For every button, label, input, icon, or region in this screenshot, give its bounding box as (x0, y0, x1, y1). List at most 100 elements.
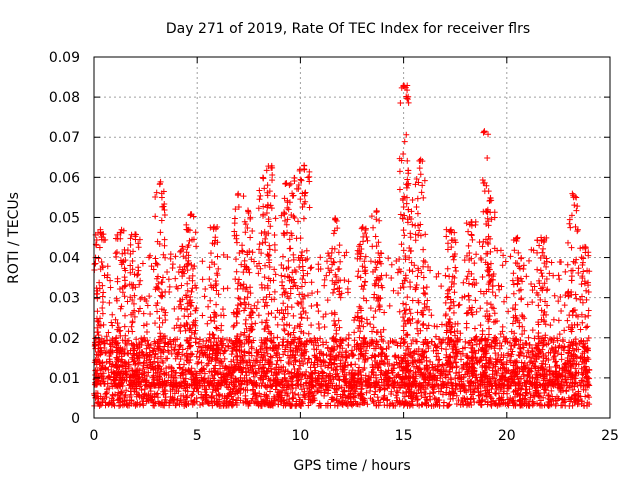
data-point (209, 240, 216, 247)
data-point (282, 346, 289, 353)
data-point (231, 344, 238, 351)
data-point (115, 344, 122, 351)
data-point (226, 337, 233, 344)
data-point (167, 251, 174, 258)
data-point (401, 212, 408, 219)
data-point (440, 402, 447, 409)
data-point (417, 371, 424, 378)
data-point (378, 345, 385, 352)
data-point (402, 382, 409, 389)
data-point (281, 210, 288, 217)
data-point (499, 370, 506, 377)
data-point (286, 199, 293, 206)
data-point (502, 258, 509, 265)
data-point (127, 269, 134, 276)
data-point (401, 393, 408, 400)
data-point (272, 215, 279, 222)
data-point (180, 246, 187, 253)
data-point (159, 381, 166, 388)
data-point (362, 357, 369, 364)
data-point (248, 343, 255, 350)
data-point (208, 317, 215, 324)
data-point (91, 342, 98, 349)
data-point (443, 346, 450, 353)
data-point (184, 287, 191, 294)
data-point (331, 402, 338, 409)
data-point (172, 275, 179, 282)
data-point (161, 306, 168, 313)
data-point (177, 355, 184, 362)
data-point (240, 364, 247, 371)
data-point (152, 286, 159, 293)
data-point (345, 342, 352, 349)
data-point (140, 370, 147, 377)
data-point (257, 265, 264, 272)
data-point (117, 229, 124, 236)
data-point (140, 402, 147, 409)
data-point (241, 299, 248, 306)
data-point (514, 391, 521, 398)
data-point (427, 396, 434, 403)
data-point (406, 402, 413, 409)
data-point (302, 189, 309, 196)
data-point (192, 282, 199, 289)
data-point (237, 374, 244, 381)
data-point (286, 360, 293, 367)
data-point (412, 181, 419, 188)
data-point (548, 387, 555, 394)
data-point (209, 389, 216, 396)
data-point (390, 287, 397, 294)
data-point (282, 378, 289, 385)
data-point (176, 361, 183, 368)
data-point (381, 392, 388, 399)
data-point (388, 274, 395, 281)
data-point (364, 237, 371, 244)
data-point (372, 353, 379, 360)
data-point (431, 323, 438, 330)
data-point (501, 365, 508, 372)
data-point (406, 267, 413, 274)
data-point (129, 266, 136, 273)
data-point (500, 252, 507, 259)
data-point (385, 255, 392, 262)
data-point (329, 277, 336, 284)
data-point (433, 353, 440, 360)
data-point (165, 348, 172, 355)
data-point (280, 351, 287, 358)
data-point (177, 372, 184, 379)
data-point (275, 345, 282, 352)
data-point (183, 226, 190, 233)
data-point (367, 321, 374, 328)
data-point (260, 373, 267, 380)
data-point (420, 375, 427, 382)
data-point (196, 354, 203, 361)
data-point (245, 333, 252, 340)
data-point (179, 369, 186, 376)
data-point (428, 312, 435, 319)
data-point (203, 392, 210, 399)
data-point (421, 374, 428, 381)
data-point (360, 286, 367, 293)
data-point (427, 358, 434, 365)
data-point (236, 250, 243, 257)
data-point (143, 364, 150, 371)
data-point (304, 292, 311, 299)
data-point (250, 370, 257, 377)
data-point (252, 320, 259, 327)
data-point (127, 241, 134, 248)
data-point (364, 343, 371, 350)
data-point (198, 377, 205, 384)
data-point (278, 307, 285, 314)
data-point (147, 310, 154, 317)
data-point (255, 348, 262, 355)
data-point (423, 325, 430, 332)
data-point (401, 82, 408, 89)
data-point (414, 396, 421, 403)
data-point (399, 197, 406, 204)
data-point (500, 333, 507, 340)
data-point (188, 261, 195, 268)
data-point (217, 382, 224, 389)
data-point (278, 212, 285, 219)
data-point (264, 201, 271, 208)
data-point (393, 388, 400, 395)
